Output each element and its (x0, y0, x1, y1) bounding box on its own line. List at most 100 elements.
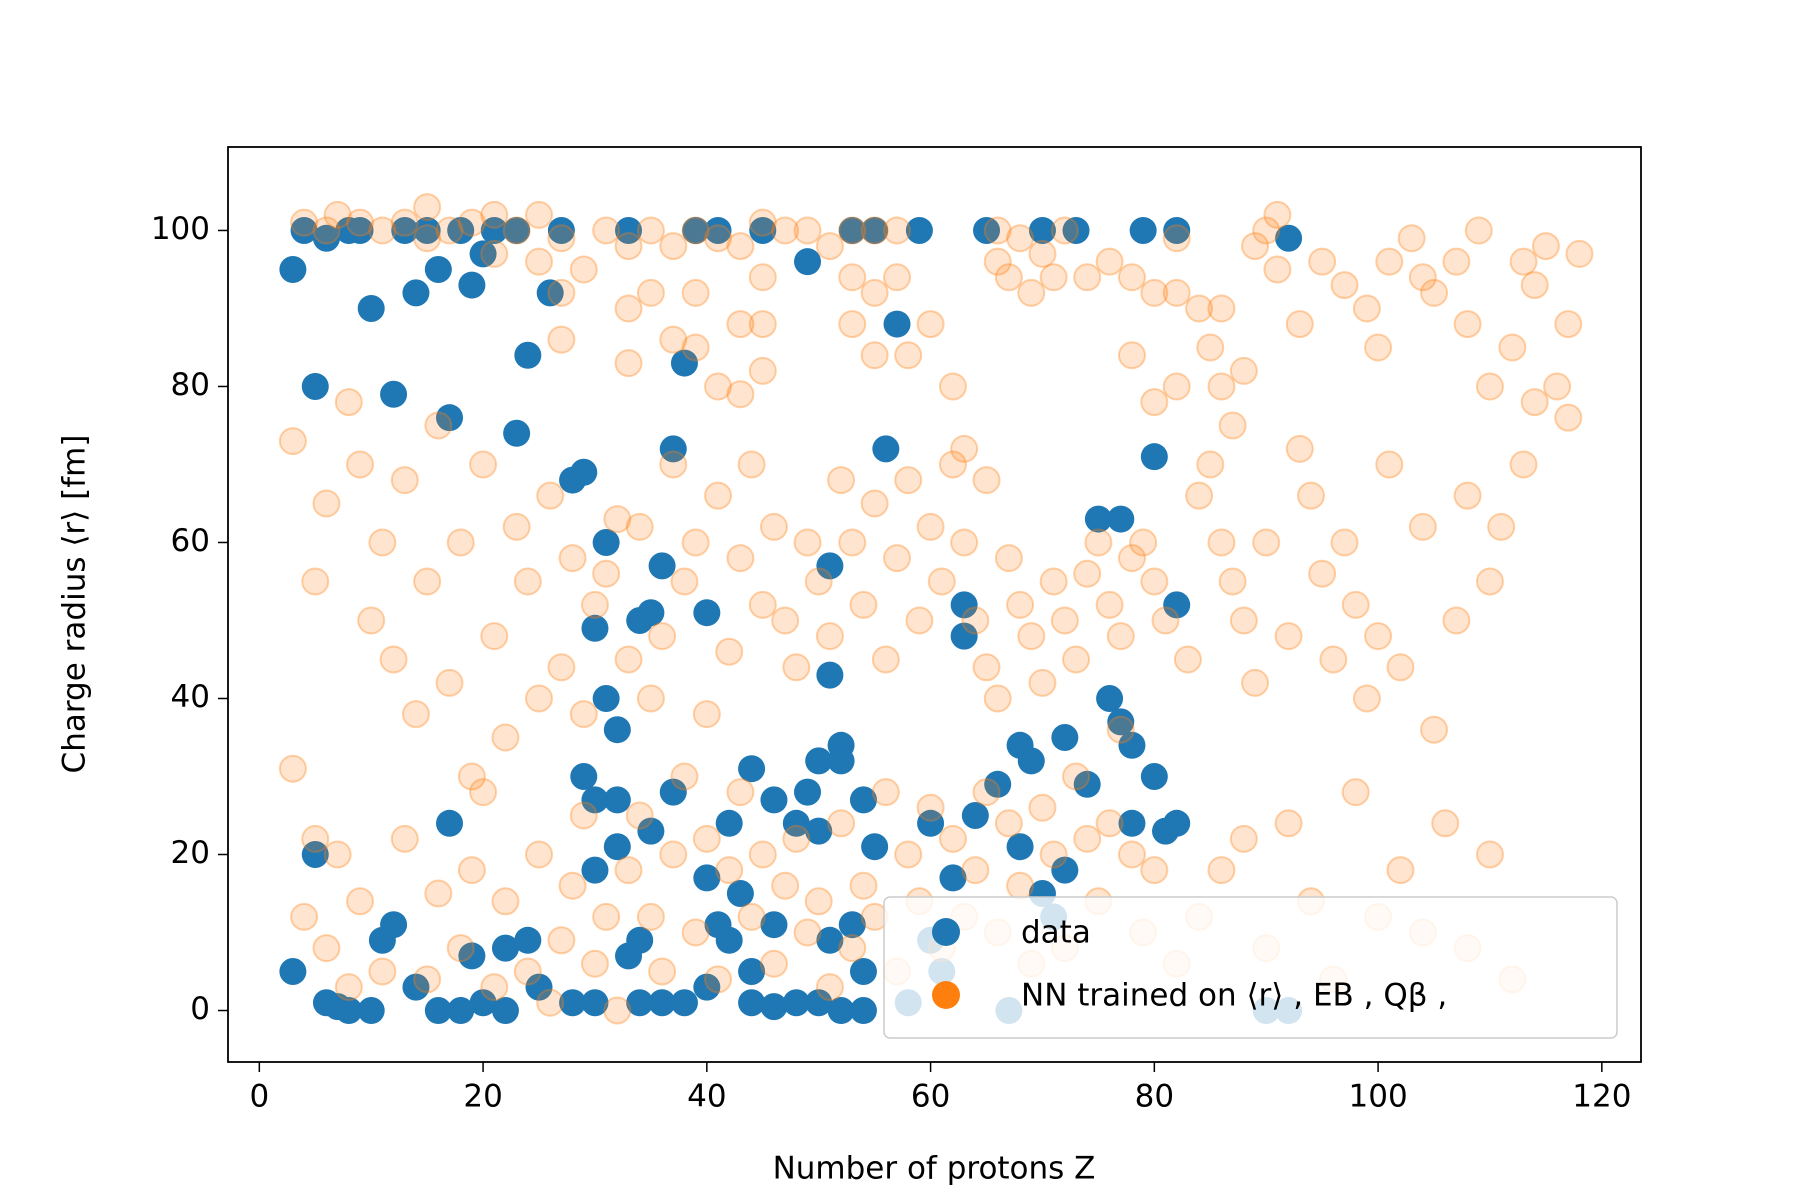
x-tick-label: 40 (687, 1079, 726, 1115)
prediction-point (536, 481, 565, 510)
prediction-point (301, 567, 330, 596)
data-point (458, 942, 486, 970)
prediction-point (1330, 271, 1359, 300)
prediction-point (860, 489, 889, 518)
data-point (570, 763, 598, 791)
prediction-point (838, 528, 867, 557)
prediction-point (547, 325, 576, 354)
data-point (592, 528, 620, 556)
data-point (447, 216, 475, 244)
data-point (436, 404, 464, 432)
prediction-point (983, 247, 1012, 276)
prediction-point (860, 278, 889, 307)
prediction-point (547, 653, 576, 682)
data-point (491, 934, 519, 962)
x-tick-label: 0 (249, 1079, 269, 1115)
prediction-point (759, 949, 788, 978)
prediction-point (1207, 528, 1236, 557)
prediction-point (704, 372, 733, 401)
data-point (738, 958, 766, 986)
data-point (536, 279, 564, 307)
prediction-point (659, 450, 688, 479)
x-tick-label: 100 (1349, 1079, 1408, 1115)
prediction-point (838, 216, 867, 245)
prediction-point (838, 263, 867, 292)
data-point (290, 216, 318, 244)
prediction-point (860, 216, 889, 245)
prediction-point (726, 380, 755, 409)
prediction-point (290, 208, 319, 237)
prediction-point (860, 341, 889, 370)
prediction-point (592, 559, 621, 588)
data-point (738, 989, 766, 1017)
prediction-point (715, 637, 744, 666)
prediction-point (1196, 450, 1225, 479)
data-point (682, 216, 710, 244)
prediction-point (446, 528, 475, 557)
data-point (1096, 684, 1124, 712)
prediction-point (815, 973, 844, 1002)
data-point (760, 993, 788, 1021)
data-point (380, 911, 408, 939)
prediction-point (1039, 567, 1068, 596)
prediction-point (771, 606, 800, 635)
prediction-point (648, 622, 677, 651)
prediction-point (1352, 684, 1381, 713)
prediction-point (1498, 333, 1527, 362)
data-point (805, 817, 833, 845)
prediction-point (748, 356, 777, 385)
prediction-point (804, 887, 833, 916)
prediction-point (413, 965, 442, 994)
data-point (950, 591, 978, 619)
data-point (849, 958, 877, 986)
data-point (581, 614, 609, 642)
prediction-point (972, 778, 1001, 807)
prediction-point (1196, 333, 1225, 362)
data-point (782, 809, 810, 837)
prediction-point (704, 481, 733, 510)
data-point (648, 552, 676, 580)
prediction-point (748, 840, 777, 869)
prediction-point (681, 918, 710, 947)
prediction-point (603, 996, 632, 1025)
prediction-point (1442, 247, 1471, 276)
prediction-point (994, 809, 1023, 838)
data-point (961, 802, 989, 830)
data-point (346, 216, 374, 244)
prediction-point (1386, 856, 1415, 885)
prediction-point (1207, 294, 1236, 323)
prediction-point (491, 723, 520, 752)
prediction-point (1420, 715, 1449, 744)
y-tick-label: 20 (171, 835, 210, 871)
prediction-point (636, 684, 665, 713)
prediction-point (938, 372, 967, 401)
prediction-point (849, 590, 878, 619)
x-tick-label: 20 (463, 1079, 502, 1115)
prediction-point (1274, 809, 1303, 838)
prediction-point (1263, 255, 1292, 284)
prediction-point (558, 544, 587, 573)
y-tick-label: 100 (151, 211, 210, 247)
prediction-point (1117, 341, 1146, 370)
data-point (872, 435, 900, 463)
prediction-point (1554, 310, 1583, 339)
prediction-point (871, 778, 900, 807)
prediction-point (525, 247, 554, 276)
prediction-point (614, 856, 643, 885)
prediction-point (368, 216, 397, 245)
prediction-point (793, 528, 822, 557)
data-point (1163, 216, 1191, 244)
x-tick-label: 60 (911, 1079, 950, 1115)
prediction-point (737, 902, 766, 931)
data-point (592, 684, 620, 712)
prediction-point (849, 871, 878, 900)
prediction-point (838, 934, 867, 963)
prediction-point (1285, 434, 1314, 463)
prediction-point (771, 216, 800, 245)
data-point (1084, 505, 1112, 533)
prediction-point (558, 871, 587, 900)
prediction-point (1509, 450, 1538, 479)
prediction-point (1140, 278, 1169, 307)
data-point (849, 786, 877, 814)
prediction-point (938, 450, 967, 479)
